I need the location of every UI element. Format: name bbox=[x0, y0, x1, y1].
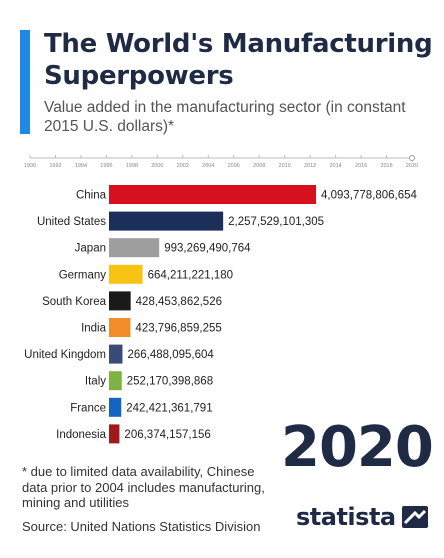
timeline-tick-label: 1996 bbox=[100, 163, 112, 169]
timeline-tick-label: 2016 bbox=[355, 163, 367, 169]
value-label: 428,453,862,526 bbox=[136, 296, 222, 308]
category-label: United States bbox=[37, 216, 106, 228]
bar bbox=[109, 185, 316, 204]
value-label: 242,421,361,791 bbox=[126, 402, 212, 414]
category-label: China bbox=[76, 190, 107, 202]
timeline-tick-label: 2000 bbox=[151, 163, 163, 169]
bar-chart: 1990 1992 1994 1996 1998 2000 2002 2004 2006 2008… bbox=[24, 155, 418, 444]
bar bbox=[109, 344, 123, 364]
bar bbox=[109, 397, 122, 417]
category-label: United Kingdom bbox=[24, 349, 106, 361]
bar bbox=[109, 291, 131, 311]
bars-group: China 4,093,778,806,654 United States 2,257… bbox=[24, 185, 418, 444]
timeline-tick-label: 2008 bbox=[253, 163, 265, 169]
value-label: 423,796,859,255 bbox=[135, 323, 221, 335]
chart-subtitle: Value added in the manufacturing sector … bbox=[44, 99, 406, 135]
value-label: 206,374,157,156 bbox=[124, 429, 210, 441]
category-label: India bbox=[81, 323, 107, 335]
bar bbox=[109, 318, 131, 337]
source-note: Source: United Nations Statistics Divisi… bbox=[22, 519, 261, 534]
category-label: Indonesia bbox=[56, 429, 106, 441]
value-label: 4,093,778,806,654 bbox=[321, 190, 418, 202]
timeline-tick-label: 2020 bbox=[406, 163, 418, 169]
value-label: 664,211,221,180 bbox=[148, 269, 233, 281]
timeline-tick-label: 2010 bbox=[279, 163, 291, 169]
category-label: Italy bbox=[85, 376, 106, 388]
timeline-tick-label: 2014 bbox=[329, 163, 341, 169]
timeline-tick-label: 2004 bbox=[202, 163, 214, 169]
category-label: France bbox=[70, 402, 106, 414]
bar bbox=[109, 238, 160, 258]
timeline-tick-label: 2006 bbox=[228, 163, 240, 169]
timeline-tick-label: 1994 bbox=[75, 163, 87, 169]
current-year-label: 2020 bbox=[281, 415, 434, 480]
timeline-axis: 1990 1992 1994 1996 1998 2000 2002 2004 2006 2008… bbox=[24, 155, 418, 169]
timeline-tick-label: 2002 bbox=[177, 163, 189, 169]
bar bbox=[109, 424, 120, 444]
category-label: Japan bbox=[75, 243, 106, 255]
category-label: Germany bbox=[59, 269, 107, 281]
timeline-tick-label: 2012 bbox=[304, 163, 316, 169]
statista-logo: statista bbox=[296, 503, 428, 531]
value-label: 993,269,490,764 bbox=[164, 243, 251, 255]
statista-logo-text: statista bbox=[296, 503, 396, 531]
statista-logo-mark-icon bbox=[401, 506, 428, 528]
value-label: 266,488,095,604 bbox=[127, 349, 214, 361]
value-label: 252,170,398,868 bbox=[127, 376, 213, 388]
bar bbox=[109, 264, 143, 284]
timeline-tick-label: 1992 bbox=[49, 163, 61, 169]
category-label: South Korea bbox=[42, 296, 107, 308]
footnote: * due to limited data availability, Chin… bbox=[22, 464, 265, 510]
value-label: 2,257,529,101,305 bbox=[228, 216, 324, 228]
timeline-tick-label: 2018 bbox=[380, 163, 392, 169]
timeline-tick-label: 1998 bbox=[126, 163, 138, 169]
bar bbox=[109, 211, 224, 231]
title-accent-bar bbox=[20, 30, 30, 134]
timeline-tick-label: 1990 bbox=[24, 163, 36, 169]
timeline-current-marker bbox=[409, 155, 415, 161]
chart-title: The World's Manufacturing Superpowers bbox=[44, 29, 433, 91]
bar bbox=[109, 371, 122, 391]
